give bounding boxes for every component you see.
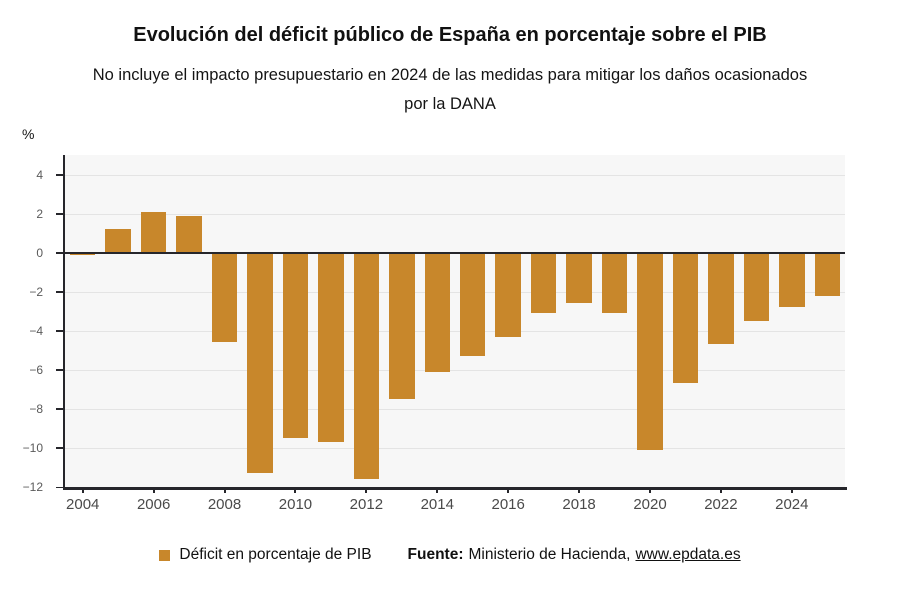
zero-axis-line <box>65 251 845 254</box>
x-tick-2020 <box>649 489 651 493</box>
y-axis-label-0: 0 <box>36 245 43 260</box>
x-tick-2012 <box>365 489 368 493</box>
gridline--4 <box>65 330 845 332</box>
y-tick--10 <box>56 447 63 449</box>
chart-title: Evolución del déficit público de España … <box>133 24 767 46</box>
legend-label: Déficit en porcentaje de PIB <box>179 546 372 563</box>
y-axis-label--6: −6 <box>29 362 43 377</box>
x-tick-2008 <box>223 489 226 493</box>
x-axis-label-2008: 2008 <box>207 496 242 513</box>
x-axis-label-2014: 2014 <box>420 496 454 513</box>
x-axis-label-2010: 2010 <box>278 496 313 513</box>
x-axis-label-2020: 2020 <box>633 496 667 513</box>
gridline--10 <box>65 447 845 449</box>
chart-subtitle-line2: por la DANA <box>404 95 496 113</box>
y-tick--6 <box>56 369 63 371</box>
bar-2025 <box>814 252 841 296</box>
x-axis-label-2016: 2016 <box>491 496 525 513</box>
bar-2014 <box>424 252 451 372</box>
y-axis-label-4: 4 <box>36 167 43 182</box>
x-tick-2024 <box>790 489 793 493</box>
bar-2022 <box>708 252 734 345</box>
bar-2020 <box>637 252 663 450</box>
y-axis-label--8: −8 <box>29 401 43 416</box>
y-axis-label--4: −4 <box>29 323 43 338</box>
bar-2012 <box>353 252 380 480</box>
x-tick-2010 <box>294 489 297 493</box>
y-tick--2 <box>56 291 63 293</box>
y-tick--12 <box>56 486 63 488</box>
source-link[interactable]: www.epdata.es <box>635 546 741 563</box>
x-tick-2014 <box>436 489 439 493</box>
bar-2006 <box>140 211 167 253</box>
y-tick-0 <box>56 252 63 254</box>
y-axis-label--10: −10 <box>22 440 43 455</box>
y-axis-unit-label: % <box>22 126 35 142</box>
bar-2009 <box>247 252 273 474</box>
x-axis-label-2024: 2024 <box>775 496 809 513</box>
bar-2023 <box>743 252 770 321</box>
bar-2005 <box>105 229 131 253</box>
gridline--6 <box>65 369 845 371</box>
x-tick-2018 <box>578 489 581 493</box>
x-axis-label-2004: 2004 <box>66 496 100 513</box>
x-tick-2006 <box>152 489 155 493</box>
chart-subtitle: No incluye el impacto presupuestario en … <box>20 61 880 119</box>
bar-2016 <box>495 252 521 337</box>
bar-2007 <box>176 215 202 253</box>
bar-2011 <box>318 252 344 443</box>
x-tick-2016 <box>507 489 510 493</box>
x-axis-label-2022: 2022 <box>704 496 738 513</box>
legend: Déficit en porcentaje de PIB Fuente: Min… <box>0 546 900 564</box>
y-tick--4 <box>56 330 63 332</box>
gridline-4 <box>65 174 845 176</box>
source-text: Ministerio de Hacienda, <box>468 546 631 563</box>
y-axis-labels: 4 2 0 −2 −4 −6 −8 −10 −12 <box>0 155 52 494</box>
y-axis-line <box>63 155 65 490</box>
bar-2008 <box>211 252 238 343</box>
gridline-2 <box>65 213 845 215</box>
x-axis-label-2012: 2012 <box>349 496 384 513</box>
x-tick-2022 <box>719 489 722 493</box>
x-axis-label-2018: 2018 <box>562 496 596 513</box>
bar-2017 <box>530 252 557 314</box>
x-axis-labels: 2004 2006 2008 2010 2012 2014 2016 2018 2020 2022… <box>65 496 845 516</box>
y-tick-4 <box>56 174 63 176</box>
bar-2015 <box>459 252 486 357</box>
bar-2018 <box>566 252 592 304</box>
plot-area <box>56 155 847 493</box>
y-tick-2 <box>56 213 63 215</box>
y-axis-label--12: −12 <box>22 480 43 494</box>
y-tick--8 <box>56 408 63 410</box>
y-axis-label--2: −2 <box>29 284 43 299</box>
bar-2013 <box>389 252 415 400</box>
bar-2010 <box>282 252 309 439</box>
x-axis-line <box>63 487 847 490</box>
gridline--2 <box>65 291 845 293</box>
y-axis-label-2: 2 <box>36 206 43 221</box>
bar-2021 <box>672 252 699 384</box>
source-prefix: Fuente: <box>407 546 464 563</box>
x-axis-label-2006: 2006 <box>136 496 171 513</box>
bar-2024 <box>779 252 805 308</box>
x-tick-2004 <box>81 489 84 493</box>
bar-2019 <box>601 252 628 314</box>
gridline--8 <box>65 408 845 410</box>
chart-subtitle-line1: No incluye el impacto presupuestario en … <box>92 66 808 84</box>
legend-swatch <box>159 549 171 561</box>
